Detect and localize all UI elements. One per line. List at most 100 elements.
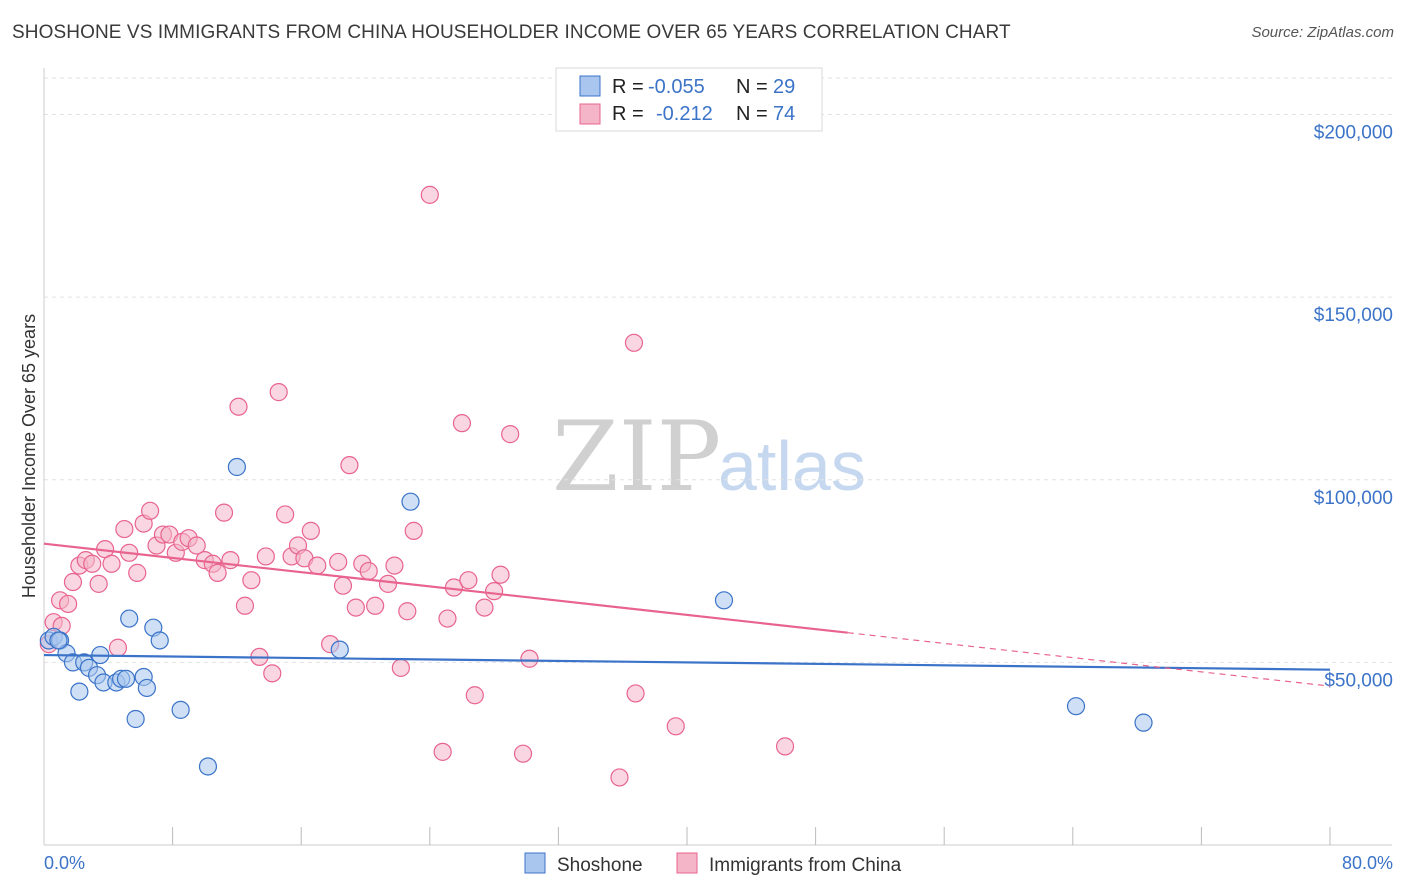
chart-source: Source: ZipAtlas.com (1251, 24, 1394, 41)
immigrants-from-china-point (626, 684, 645, 703)
immigrants-from-china-point (398, 602, 417, 621)
series-shoshone-points (39, 457, 1153, 776)
immigrants-from-china-point (83, 554, 102, 573)
legend-swatch-china (579, 103, 601, 125)
legend-r-label-shoshone: R = (612, 76, 644, 98)
immigrants-from-china-point (333, 576, 353, 595)
immigrants-from-china-point (378, 574, 398, 593)
shoshone-point (1134, 713, 1153, 732)
immigrants-from-china-point (452, 414, 472, 433)
immigrants-from-china-point (269, 383, 288, 402)
legend-n-label-shoshone: N = (736, 76, 768, 98)
immigrants-from-china-point (420, 185, 439, 204)
immigrants-from-china-point (520, 649, 539, 668)
legend-n-label-china: N = (736, 103, 768, 125)
legend-n-value-shoshone: 29 (773, 76, 795, 98)
immigrants-from-china-point (329, 552, 348, 572)
shoshone-point (198, 757, 218, 776)
immigrants-from-china-point (187, 536, 206, 555)
y-tick-labels: $50,000 $100,000 $150,000 $200,000 (1314, 123, 1393, 692)
shoshone-point (150, 631, 169, 650)
immigrants-from-china-point (475, 598, 494, 617)
immigrants-from-china-point (102, 554, 121, 573)
watermark: ZIP atlas (552, 401, 866, 513)
immigrants-from-china-point (208, 563, 227, 582)
shoshone-point (137, 678, 156, 698)
immigrants-from-china-point (359, 561, 378, 581)
immigrants-from-china-point (610, 768, 629, 787)
shoshone-point (401, 492, 420, 511)
watermark-atlas: atlas (718, 427, 866, 505)
immigrants-from-china-point (459, 571, 478, 590)
chart-title: SHOSHONE VS IMMIGRANTS FROM CHINA HOUSEH… (12, 22, 1011, 43)
bottom-legend-label-shoshone: Shoshone (557, 855, 643, 876)
immigrants-from-china-point (59, 594, 78, 614)
immigrants-from-china-point (63, 572, 83, 592)
legend-swatch-shoshone (579, 75, 601, 97)
immigrants-from-china-point (513, 744, 533, 763)
shoshone-trend-line (43, 653, 1331, 671)
y-tick-label: $200,000 (1314, 123, 1393, 144)
shoshone-point (70, 682, 89, 701)
immigrants-from-china-point (214, 503, 234, 522)
immigrants-from-china-point (346, 598, 365, 617)
shoshone-point (227, 457, 246, 477)
legend-r-label-china: R = (612, 103, 644, 125)
legend-n-value-china: 74 (773, 103, 795, 125)
x-tick-label-min: 0.0% (44, 853, 85, 873)
immigrants-from-china-point (624, 333, 644, 352)
watermark-zip: ZIP (552, 401, 721, 513)
immigrants-from-china-point (485, 582, 504, 601)
x-ticks (172, 827, 1331, 845)
legend: R = -0.055 N = 29 R = -0.212 N = 74 (555, 67, 823, 132)
shoshone-point (120, 609, 139, 628)
y-tick-label: $100,000 (1314, 488, 1393, 509)
immigrants-from-china-point (385, 556, 404, 575)
shoshone-point (714, 591, 734, 610)
bottom-legend-swatch-shoshone (524, 852, 546, 874)
shoshone-point (171, 700, 190, 719)
x-tick-label-max: 80.0% (1342, 853, 1393, 873)
immigrants-from-china-point (128, 563, 147, 582)
y-tick-label: $50,000 (1324, 670, 1393, 691)
y-tick-label: $150,000 (1314, 305, 1393, 326)
bottom-legend-label-china: Immigrants from China (709, 855, 902, 876)
immigrants-from-china-point (263, 664, 282, 683)
bottom-legend-swatch-china (676, 852, 698, 874)
immigrants-from-china-point (433, 742, 452, 761)
china-trend-line-extension (847, 632, 1331, 687)
immigrants-from-china-point (501, 425, 520, 444)
bottom-legend: Shoshone Immigrants from China (524, 852, 902, 876)
shoshone-point (126, 709, 145, 729)
series-immigrants-from-china-points (39, 185, 795, 787)
immigrants-from-china-point (276, 505, 295, 524)
immigrants-from-china-point (89, 574, 108, 593)
shoshone-point (1066, 697, 1086, 716)
immigrants-from-china-point (242, 571, 261, 590)
immigrants-from-china-point (438, 609, 457, 628)
legend-r-value-shoshone: -0.055 (648, 76, 705, 98)
shoshone-point (116, 669, 136, 688)
immigrants-from-china-point (491, 565, 510, 584)
immigrants-from-china-point (301, 521, 320, 540)
immigrants-from-china-point (391, 658, 410, 677)
immigrants-from-china-point (108, 638, 128, 657)
china-trend-line (43, 542, 848, 634)
immigrants-from-china-point (115, 519, 134, 539)
immigrants-from-china-point (235, 596, 255, 615)
axes (43, 68, 1392, 846)
trend-lines (43, 542, 1331, 687)
immigrants-from-china-point (666, 717, 685, 736)
shoshone-point (330, 640, 349, 659)
legend-r-value-china: -0.212 (656, 103, 713, 125)
immigrants-from-china-point (404, 521, 423, 540)
immigrants-from-china-point (140, 501, 160, 520)
immigrants-from-china-point (465, 686, 484, 705)
shoshone-point (49, 631, 68, 650)
immigrants-from-china-point (775, 737, 795, 756)
immigrants-from-china-point (340, 456, 359, 475)
immigrants-from-china-point (308, 556, 327, 575)
y-axis-title: Householder Income Over 65 years (19, 314, 39, 598)
immigrants-from-china-point (366, 596, 385, 615)
